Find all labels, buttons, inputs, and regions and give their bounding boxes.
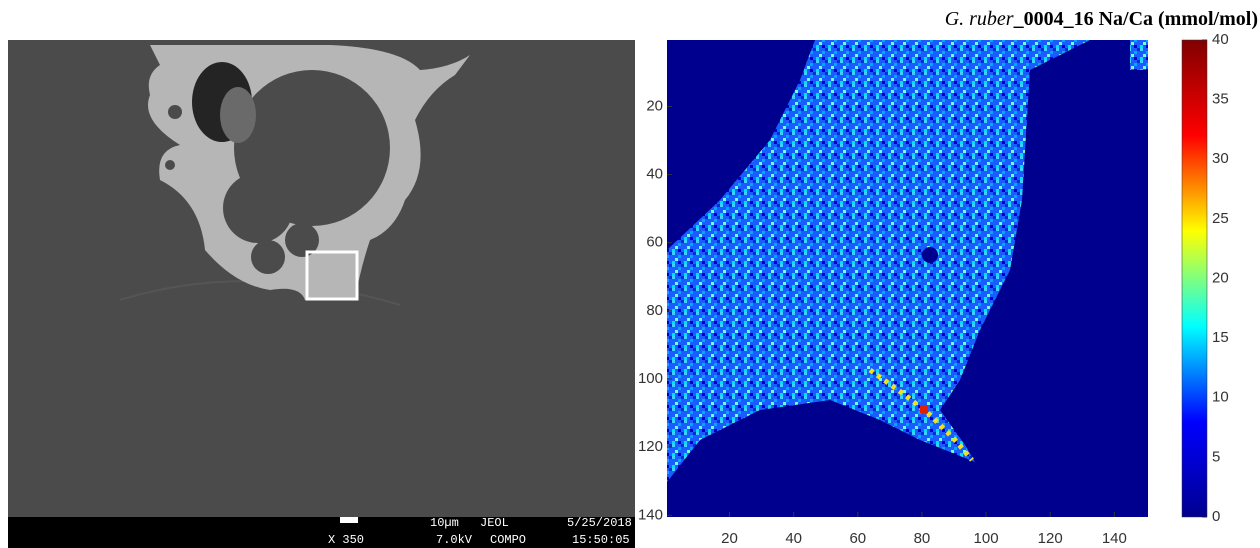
y-tick-label: 140 [638, 506, 663, 523]
y-tick-label: 120 [638, 438, 663, 455]
y-tick-label: 20 [646, 97, 663, 114]
x-tick-label: 120 [1038, 530, 1063, 547]
colorbar-tick-label: 40 [1212, 31, 1229, 48]
y-tick-label: 80 [646, 302, 663, 319]
x-tick-label: 100 [974, 530, 999, 547]
title-rest: _0004_16 Na/Ca (mmol/mol) [1013, 8, 1258, 30]
sem-image: 10µm JEOL 5/25/2018 X 350 7.0kV COMPO 15… [8, 40, 635, 548]
y-tick-label: 100 [638, 370, 663, 387]
sem-date: 5/25/2018 [567, 516, 632, 530]
colorbar-tick-label: 35 [1212, 91, 1229, 108]
x-tick-label: 60 [849, 530, 866, 547]
x-tick-label: 40 [785, 530, 802, 547]
y-tick-label: 60 [646, 234, 663, 251]
sem-maker: JEOL [480, 516, 509, 530]
sem-time: 15:50:05 [572, 533, 630, 547]
colorbar-tick-label: 10 [1212, 389, 1229, 406]
chart-title: G. ruber_0004_16 Na/Ca (mmol/mol) [945, 8, 1258, 30]
sem-voltage: 7.0kV [436, 533, 473, 547]
colorbar-tick-label: 30 [1212, 150, 1229, 167]
heatmap [667, 40, 1148, 517]
x-tick-label: 140 [1102, 530, 1127, 547]
title-species: G. ruber [945, 8, 1014, 30]
sem-magnification: X 350 [328, 533, 364, 547]
colorbar-tick-label: 0 [1212, 508, 1220, 525]
colorbar [1181, 39, 1208, 518]
sem-scale: 10µm [430, 516, 459, 530]
x-tick-label: 80 [914, 530, 931, 547]
sem-mode: COMPO [490, 533, 526, 547]
colorbar-tick-label: 20 [1212, 269, 1229, 286]
colorbar-tick-label: 25 [1212, 210, 1229, 227]
colorbar-tick-label: 5 [1212, 448, 1220, 465]
colorbar-tick-label: 15 [1212, 329, 1229, 346]
y-tick-label: 40 [646, 166, 663, 183]
x-tick-label: 20 [721, 530, 738, 547]
axes: 20 40 60 80 100 120 140 20 40 60 80 100 120 140 0 5 10 15… [638, 31, 1229, 547]
